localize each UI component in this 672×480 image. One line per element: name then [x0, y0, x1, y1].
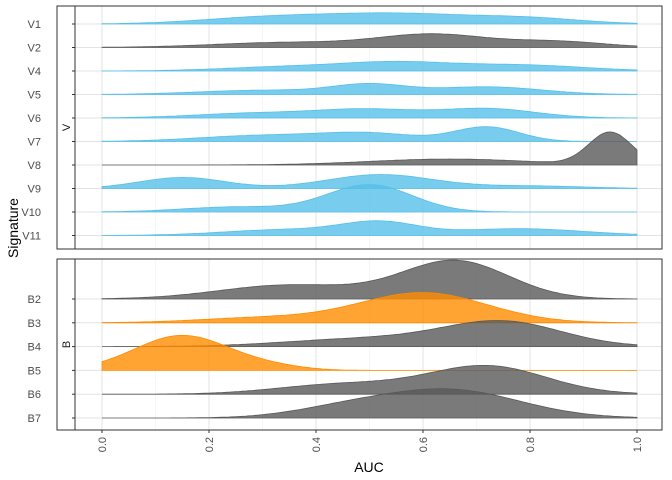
y-tick-label-V6: V6	[28, 113, 41, 125]
ridge-V11	[101, 220, 638, 236]
y-tick-label-V1: V1	[28, 19, 41, 31]
ridge-B3	[101, 292, 638, 324]
ridge-V7	[101, 126, 637, 142]
y-tick-label-V8: V8	[28, 160, 41, 172]
y-tick-label-B3: B3	[28, 318, 41, 330]
ridge-V6	[101, 107, 638, 119]
y-tick-label-V5: V5	[28, 90, 41, 102]
y-tick-label-V7: V7	[28, 137, 41, 149]
panel-strip-V: V	[56, 5, 76, 250]
panel-border	[74, 258, 663, 431]
y-tick-label-B7: B7	[28, 413, 41, 425]
x-axis-title: AUC	[354, 459, 384, 475]
x-tick-label: 0.4	[311, 437, 323, 452]
panel-B: B B2 B3 B4 B5 B6 B7	[28, 258, 663, 431]
x-tick-label: 0.6	[418, 437, 430, 452]
x-axis: 0.0 0.2 0.4 0.6 0.8 1.0	[97, 430, 644, 452]
ridge-B7	[102, 388, 638, 419]
y-tick-label-V2: V2	[28, 43, 41, 55]
y-tick-label-B6: B6	[28, 389, 41, 401]
y-axis-title: Signature	[5, 198, 21, 258]
ridge-V1	[101, 12, 638, 25]
ridge-V4	[101, 60, 638, 72]
y-tick-label-B4: B4	[28, 342, 41, 354]
ridge-V8	[102, 131, 638, 166]
x-tick-label: 0.2	[204, 437, 216, 452]
ridge-B5	[101, 334, 637, 371]
panel-border	[74, 5, 663, 250]
ridge-B2	[101, 259, 638, 300]
x-tick-label: 1.0	[632, 437, 644, 452]
y-tick-label-V4: V4	[28, 66, 41, 78]
panel-strip-label: B	[61, 341, 73, 348]
y-tick-label-V9: V9	[28, 184, 41, 196]
ridge-V2	[101, 33, 638, 48]
x-tick-label: 0.0	[97, 437, 109, 452]
ridge-V5	[101, 83, 638, 95]
panel-strip-label: V	[61, 123, 73, 131]
ridge-V9	[101, 174, 638, 189]
panel-strip-B: B	[56, 258, 76, 431]
panels: V V1 V2 V4 V5 V6 V7 V8 V9 V10 V11 B B2 B3 B4 B5 B6 B7	[21, 5, 663, 431]
panel-V: V V1 V2 V4 V5 V6 V7 V8 V9 V10 V11	[21, 5, 663, 250]
y-tick-label-B2: B2	[28, 294, 41, 306]
y-tick-label-V11: V11	[22, 231, 41, 243]
x-tick-label: 0.8	[525, 437, 537, 452]
y-tick-label-B5: B5	[28, 365, 41, 377]
ridge-B6	[102, 365, 638, 395]
ridge-V10	[101, 184, 637, 213]
y-tick-label-V10: V10	[21, 207, 41, 219]
